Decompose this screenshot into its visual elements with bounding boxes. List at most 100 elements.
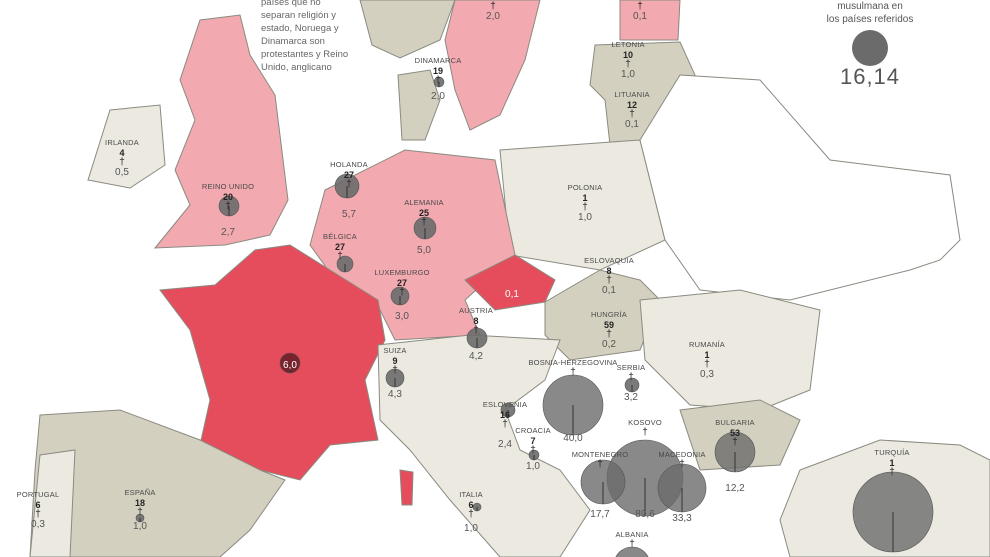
legend-text-line2: los países referidos	[826, 14, 914, 25]
country-name: Eslovenia	[482, 400, 528, 409]
muslim-percent: 1,0	[464, 523, 478, 534]
muslim-percent: 5,0	[417, 245, 431, 256]
muslim-percent: 17,7	[590, 509, 610, 520]
country-label: Bélgica 27 †	[323, 232, 357, 262]
country-label: Alemania 25 † 5,0	[404, 198, 444, 256]
religion-rank: 6	[35, 500, 41, 510]
legend-sample-bubble	[852, 30, 888, 66]
muslim-percent: 0,1	[625, 119, 639, 130]
country-shape-iberia	[29, 409, 286, 557]
cross-icon: †	[704, 359, 710, 370]
country-name: Reino Unido	[201, 182, 255, 191]
country-label: Eslovaquia 8 † 0,1	[584, 256, 634, 296]
religion-rank: 18	[134, 498, 146, 508]
country-label: Lituania 12 † 0,1	[614, 90, 649, 130]
cross-icon: †	[337, 251, 343, 262]
country-label: Turquía 1 †	[874, 448, 909, 478]
country-shape-romania	[639, 289, 821, 411]
cross-icon: †	[399, 287, 405, 298]
country-name: Austria	[459, 306, 493, 315]
religion-rank: 1	[704, 350, 710, 360]
country-name: Rumanía	[689, 340, 725, 349]
religion-rank: 4	[119, 148, 125, 158]
country-label: 0,1	[505, 290, 519, 300]
country-name: España	[124, 488, 156, 497]
country-name: Portugal	[16, 490, 60, 499]
religion-rank: 9	[392, 356, 398, 366]
cross-icon: †	[490, 1, 496, 12]
muslim-percent: 3,2	[624, 392, 638, 403]
cross-icon: †	[435, 75, 441, 86]
country-label: 23†2,0	[486, 0, 500, 22]
cross-icon: †	[473, 325, 479, 336]
country-label: Eslovenia 16 † 2,4	[483, 400, 527, 450]
cross-icon: †	[732, 437, 738, 448]
country-shape-czechia	[464, 254, 556, 311]
muslim-percent: 2,0	[431, 91, 445, 102]
muslim-percent: 2,7	[221, 227, 235, 238]
muslim-percent: 1,0	[526, 461, 540, 472]
legend: musulmana en los países referidos 16,14	[800, 0, 940, 89]
country-name: Albania	[615, 530, 649, 539]
country-label: Rumanía 1 † 0,3	[689, 340, 725, 380]
religion-rank: 27	[343, 170, 355, 180]
religion-rank: 6	[468, 500, 474, 510]
muslim-percent: 3,0	[395, 311, 409, 322]
cross-icon: †	[625, 59, 631, 70]
country-label: 26†0,1	[633, 0, 647, 22]
muslim-percent: 12,2	[725, 483, 745, 494]
religion-rank: 53	[729, 428, 740, 438]
country-shape-corsica	[399, 469, 414, 506]
muslim-percent: 4,3	[388, 389, 402, 400]
country-name: Bosnia-Herzegovina	[528, 358, 618, 367]
map-note-text: países que no separan religión y estado,…	[261, 0, 349, 73]
muslim-percent: 2,0	[486, 11, 500, 22]
religion-rank: 8	[606, 266, 612, 276]
country-shape-france	[159, 244, 386, 481]
country-label: Albania †	[615, 530, 648, 550]
cross-icon: †	[606, 275, 612, 286]
country-label: Austria 8 † 4,2	[459, 306, 493, 362]
religion-rank: 1	[582, 193, 588, 203]
muslim-percent: 0,3	[700, 369, 714, 380]
legend-sample-value: 16,14	[839, 64, 901, 89]
muslim-percent: 0,1	[602, 285, 616, 296]
country-name: Bulgaria	[715, 418, 755, 427]
religion-rank: 20	[222, 192, 234, 202]
muslim-percent: 0,1	[633, 11, 647, 22]
muslim-percent: 1,0	[621, 69, 635, 80]
country-label: Macedonia † 33,3	[658, 450, 705, 524]
country-name: Luxemburgo	[374, 268, 430, 277]
country-label: Dinamarca 19 † 2,0	[415, 56, 462, 102]
religion-rank: 7	[530, 436, 536, 446]
country-label: Portugal 6 † 0,3	[17, 490, 60, 530]
muslim-percent: 5,7	[342, 209, 356, 220]
muslim-percent: 1,0	[578, 212, 592, 223]
cross-icon: †	[570, 367, 576, 378]
religion-rank: 1	[889, 458, 895, 468]
cross-icon: †	[582, 202, 588, 213]
country-name: Alemania	[404, 198, 444, 207]
country-name: Croacia	[515, 426, 551, 435]
cross-icon: †	[421, 217, 427, 228]
legend-text-line1: musulmana en	[837, 1, 903, 12]
country-name: Kosovo	[628, 418, 662, 427]
country-label: Montenegro † 17,7	[572, 450, 629, 520]
muslim-percent: 1,0	[133, 521, 147, 532]
muslim-percent: 0,2	[602, 339, 616, 350]
muslim-percent: 0,5	[115, 167, 129, 178]
country-label: Bulgaria 53 † 12,2	[715, 418, 755, 494]
country-label: Croacia 7 † 1,0	[515, 426, 551, 472]
cross-icon: †	[225, 201, 231, 212]
religion-rank: 23	[486, 0, 500, 2]
cross-icon: †	[606, 329, 612, 340]
cross-icon: †	[642, 427, 648, 438]
cross-icon: †	[679, 459, 685, 470]
cross-icon: †	[502, 419, 508, 430]
country-label: Polonia 1 † 1,0	[568, 183, 603, 223]
country-label: Reino Unido 20 † 2,7	[202, 182, 254, 238]
country-shape-ireland	[87, 104, 166, 189]
cross-icon: †	[628, 372, 634, 383]
country-label: Luxemburgo 27 † 3,0	[374, 268, 429, 322]
